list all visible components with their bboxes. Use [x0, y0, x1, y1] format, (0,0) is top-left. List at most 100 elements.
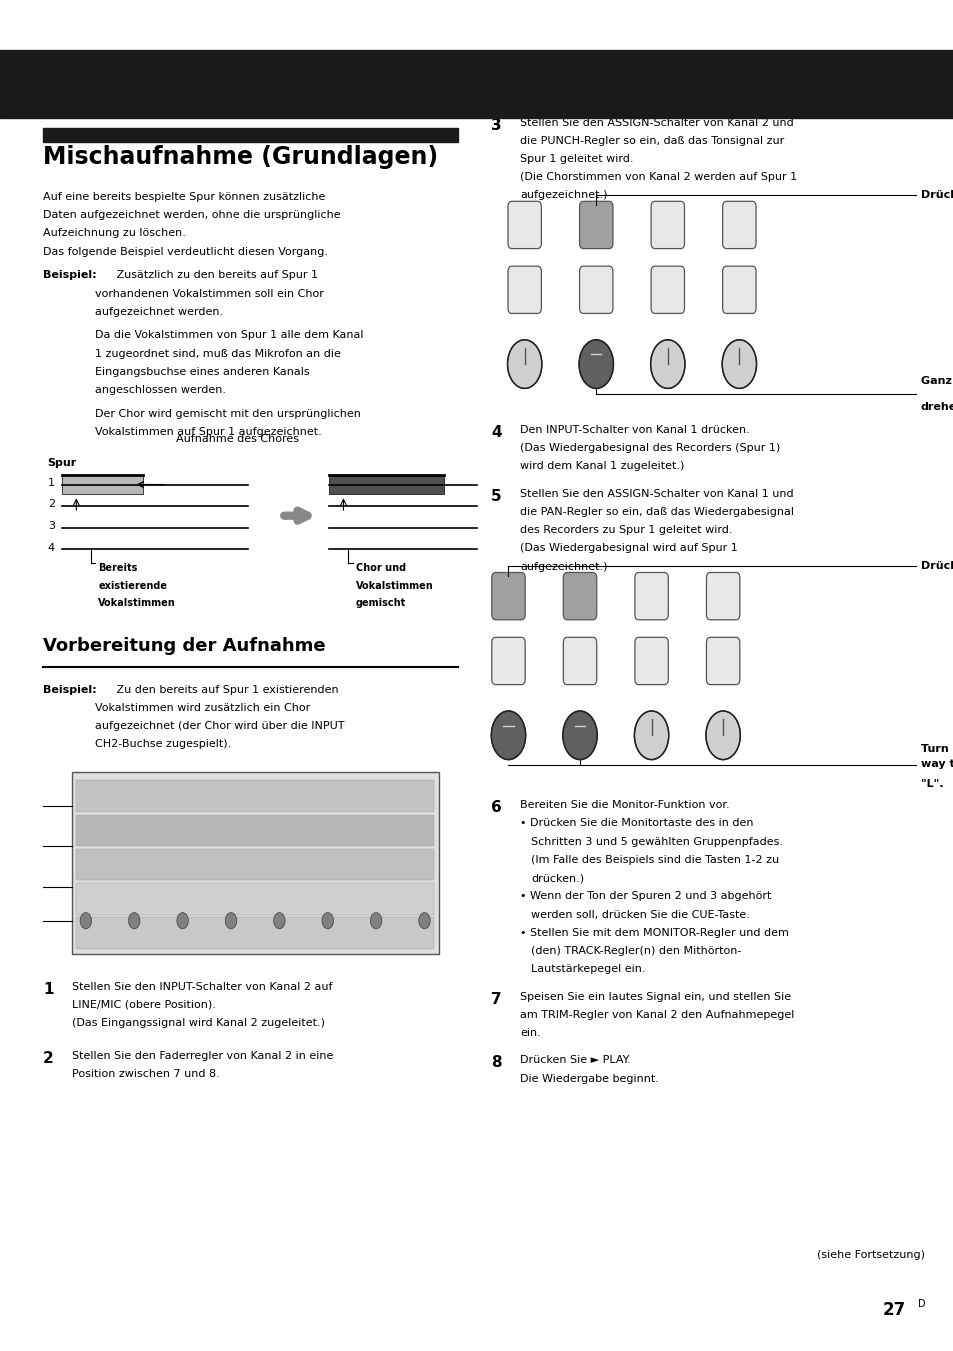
- Text: • Wenn der Ton der Spuren 2 und 3 abgehört: • Wenn der Ton der Spuren 2 und 3 abgehö…: [519, 892, 770, 901]
- Circle shape: [578, 339, 613, 389]
- FancyBboxPatch shape: [492, 638, 525, 685]
- Text: Drücken Sie ► PLAY.: Drücken Sie ► PLAY.: [519, 1055, 630, 1066]
- Text: Stellen Sie den INPUT-Schalter von Kanal 2 auf: Stellen Sie den INPUT-Schalter von Kanal…: [71, 981, 332, 992]
- FancyBboxPatch shape: [507, 201, 541, 249]
- Text: 1: 1: [48, 478, 54, 488]
- Circle shape: [129, 912, 140, 928]
- Text: LINE/MIC (obere Position).: LINE/MIC (obere Position).: [71, 1000, 215, 1009]
- Text: 4: 4: [491, 424, 501, 440]
- Text: die PUNCH-Regler so ein, daß das Tonsignal zur: die PUNCH-Regler so ein, daß das Tonsign…: [519, 136, 783, 146]
- Text: 7: 7: [491, 992, 501, 1006]
- Text: Vokalstimmen wird zusätzlich ein Chor: Vokalstimmen wird zusätzlich ein Chor: [95, 703, 311, 713]
- Text: angeschlossen werden.: angeschlossen werden.: [95, 385, 226, 396]
- Text: drücken.): drücken.): [531, 873, 584, 884]
- Text: existierende: existierende: [98, 581, 167, 590]
- Circle shape: [650, 339, 684, 389]
- Text: Spur 1 geleitet wird.: Spur 1 geleitet wird.: [519, 154, 633, 163]
- Text: Position zwischen 7 und 8.: Position zwischen 7 und 8.: [71, 1069, 219, 1079]
- Circle shape: [491, 711, 525, 759]
- Text: 4: 4: [48, 543, 54, 553]
- FancyBboxPatch shape: [492, 573, 525, 620]
- Text: Das folgende Beispiel verdeutlicht diesen Vorgang.: Das folgende Beispiel verdeutlicht diese…: [43, 246, 328, 257]
- Text: Aufzeichnung zu löschen.: Aufzeichnung zu löschen.: [43, 228, 186, 238]
- Bar: [329, 476, 443, 494]
- Bar: [71, 771, 438, 954]
- FancyBboxPatch shape: [578, 266, 613, 313]
- Bar: [76, 917, 434, 948]
- Text: Vokalstimmen auf Spur 1 aufgezeichnet.: Vokalstimmen auf Spur 1 aufgezeichnet.: [95, 427, 322, 438]
- Text: • Drücken Sie die Monitortaste des in den: • Drücken Sie die Monitortaste des in de…: [519, 819, 753, 828]
- Text: 27: 27: [882, 1301, 905, 1320]
- Text: 1 zugeordnet sind, muß das Mikrofon an die: 1 zugeordnet sind, muß das Mikrofon an d…: [95, 349, 341, 359]
- FancyBboxPatch shape: [562, 573, 597, 620]
- Text: vorhandenen Vokalstimmen soll ein Chor: vorhandenen Vokalstimmen soll ein Chor: [95, 289, 324, 299]
- FancyBboxPatch shape: [507, 266, 541, 313]
- Text: Vorbereitung der Aufnahme: Vorbereitung der Aufnahme: [43, 638, 325, 655]
- Text: aufgezeichnet werden.: aufgezeichnet werden.: [95, 307, 223, 316]
- Text: Eingangsbuchse eines anderen Kanals: Eingangsbuchse eines anderen Kanals: [95, 367, 310, 377]
- Text: (den) TRACK-Regler(n) den Mithörton-: (den) TRACK-Regler(n) den Mithörton-: [531, 946, 741, 957]
- Text: Beispiel:: Beispiel:: [43, 685, 96, 694]
- Text: Turn all the: Turn all the: [920, 744, 953, 754]
- Text: (Im Falle des Beispiels sind die Tasten 1-2 zu: (Im Falle des Beispiels sind die Tasten …: [531, 855, 779, 865]
- Bar: [76, 884, 434, 915]
- Text: 8: 8: [491, 1055, 501, 1070]
- Text: Aufnahme: Aufnahme: [824, 74, 920, 93]
- Bar: [76, 780, 434, 812]
- Text: Bereiten Sie die Monitor-Funktion vor.: Bereiten Sie die Monitor-Funktion vor.: [519, 800, 729, 811]
- Text: gemischt: gemischt: [355, 598, 406, 608]
- Circle shape: [634, 711, 668, 759]
- Circle shape: [705, 711, 740, 759]
- Text: 3: 3: [491, 118, 501, 132]
- Text: aufgezeichnet (der Chor wird über die INPUT: aufgezeichnet (der Chor wird über die IN…: [95, 721, 345, 731]
- Bar: [43, 128, 457, 142]
- Text: Zusätzlich zu den bereits auf Spur 1: Zusätzlich zu den bereits auf Spur 1: [112, 270, 317, 280]
- FancyBboxPatch shape: [705, 573, 740, 620]
- Circle shape: [322, 912, 334, 928]
- Text: Bereits: Bereits: [98, 563, 137, 573]
- Text: Drücken: Drücken: [920, 190, 953, 200]
- Bar: [0, 50, 953, 118]
- Text: D: D: [917, 1298, 924, 1309]
- Text: Zu den bereits auf Spur 1 existierenden: Zu den bereits auf Spur 1 existierenden: [112, 685, 338, 694]
- Text: des Recorders zu Spur 1 geleitet wird.: des Recorders zu Spur 1 geleitet wird.: [519, 526, 732, 535]
- Circle shape: [562, 711, 597, 759]
- Text: (siehe Fortsetzung): (siehe Fortsetzung): [817, 1250, 924, 1259]
- FancyBboxPatch shape: [722, 201, 755, 249]
- Circle shape: [274, 912, 285, 928]
- Text: 3: 3: [48, 521, 54, 531]
- Text: Beispiel:: Beispiel:: [43, 270, 96, 280]
- Text: (Das Wiedergabesignal des Recorders (Spur 1): (Das Wiedergabesignal des Recorders (Spu…: [519, 443, 780, 453]
- Text: Ganz auf L: Ganz auf L: [920, 376, 953, 385]
- Text: drehen.: drehen.: [920, 401, 953, 412]
- Text: Aufnahme des Chores: Aufnahme des Chores: [176, 434, 299, 444]
- Text: die PAN-Regler so ein, daß das Wiedergabesignal: die PAN-Regler so ein, daß das Wiedergab…: [519, 507, 793, 517]
- FancyBboxPatch shape: [651, 266, 684, 313]
- Text: way toward: way toward: [920, 759, 953, 769]
- FancyBboxPatch shape: [705, 638, 740, 685]
- FancyBboxPatch shape: [722, 266, 755, 313]
- Text: 5: 5: [491, 489, 501, 504]
- Circle shape: [80, 912, 91, 928]
- Text: Auf eine bereits bespielte Spur können zusätzliche: Auf eine bereits bespielte Spur können z…: [43, 192, 325, 201]
- Text: aufgezeichnet.): aufgezeichnet.): [519, 190, 607, 200]
- Text: (Die Chorstimmen von Kanal 2 werden auf Spur 1: (Die Chorstimmen von Kanal 2 werden auf …: [519, 172, 796, 182]
- Bar: [76, 848, 434, 881]
- Text: Die Wiedergabe beginnt.: Die Wiedergabe beginnt.: [519, 1074, 659, 1084]
- Text: Vokalstimmen: Vokalstimmen: [355, 581, 433, 590]
- Text: Lautstärkepegel ein.: Lautstärkepegel ein.: [531, 965, 645, 974]
- Bar: [76, 815, 434, 846]
- Circle shape: [225, 912, 236, 928]
- Text: 1: 1: [43, 981, 53, 997]
- Circle shape: [370, 912, 381, 928]
- FancyBboxPatch shape: [562, 638, 597, 685]
- FancyBboxPatch shape: [651, 201, 684, 249]
- Text: Da die Vokalstimmen von Spur 1 alle dem Kanal: Da die Vokalstimmen von Spur 1 alle dem …: [95, 331, 363, 340]
- Text: (Das Wiedergabesignal wird auf Spur 1: (Das Wiedergabesignal wird auf Spur 1: [519, 543, 737, 554]
- Text: werden soll, drücken Sie die CUE-Taste.: werden soll, drücken Sie die CUE-Taste.: [531, 909, 749, 920]
- Text: Drücken: Drücken: [920, 562, 953, 571]
- Circle shape: [721, 339, 756, 389]
- Text: Mischaufnahme (Grundlagen): Mischaufnahme (Grundlagen): [43, 145, 437, 169]
- Text: Chor und: Chor und: [355, 563, 406, 573]
- Text: Speisen Sie ein lautes Signal ein, und stellen Sie: Speisen Sie ein lautes Signal ein, und s…: [519, 992, 790, 1001]
